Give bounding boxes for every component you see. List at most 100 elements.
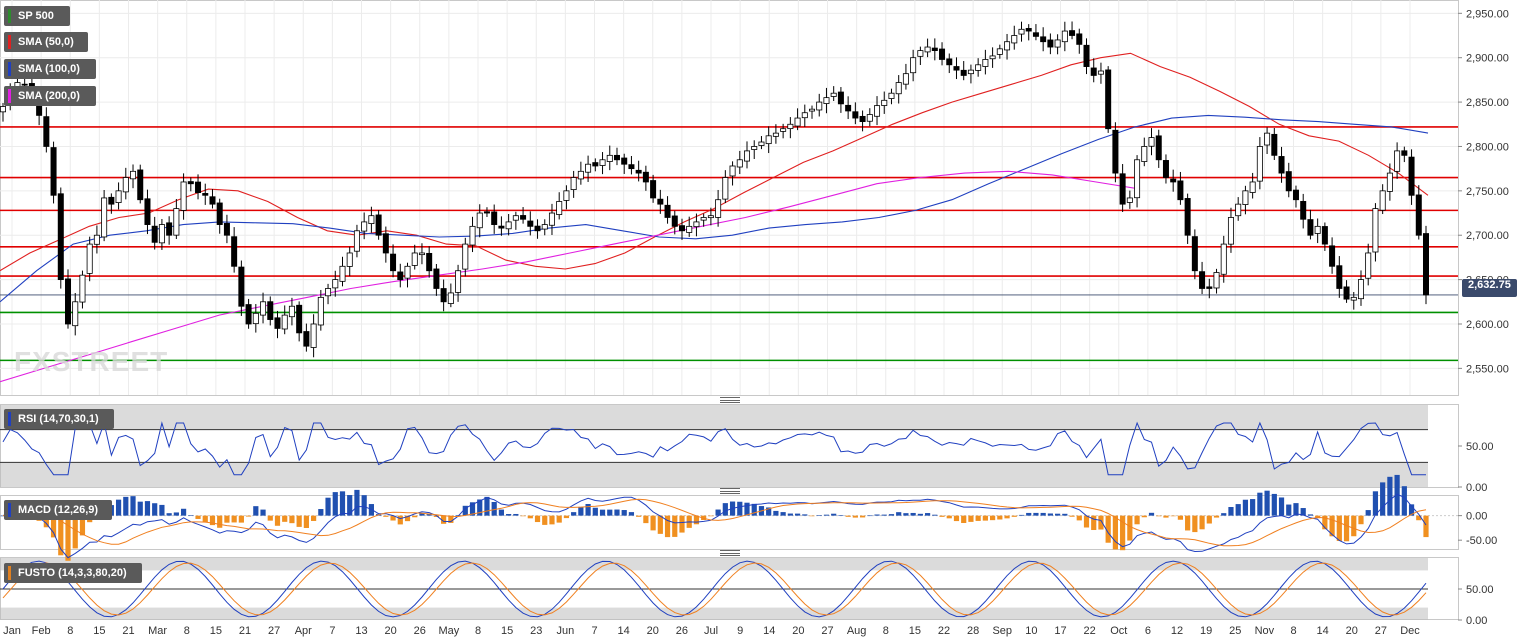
- indicator-bands: [0, 405, 1458, 620]
- macd-histogram-bar: [426, 513, 432, 516]
- candle-body: [635, 169, 642, 174]
- sma-100-line: [0, 114, 1429, 303]
- macd-histogram-bar: [1228, 507, 1234, 516]
- macd-label[interactable]: MACD (12,26,9): [4, 500, 112, 520]
- rsi-label[interactable]: RSI (14,70,30,1): [4, 409, 114, 429]
- candle-body: [613, 154, 620, 161]
- candle-body: [1040, 36, 1047, 43]
- macd-histogram-bar: [679, 515, 685, 533]
- candle-body: [353, 230, 360, 252]
- candle-body: [910, 57, 917, 74]
- macd-histogram-bar: [137, 501, 143, 516]
- y-tick-label: 2,800.00: [1466, 141, 1509, 153]
- macd-histogram-bar: [650, 515, 656, 531]
- candle-body: [902, 73, 909, 85]
- candle-body: [657, 198, 664, 205]
- macd-histogram-bar: [1293, 503, 1299, 516]
- x-tick-label: Jun: [557, 625, 575, 637]
- macd-histogram-bar: [231, 515, 237, 523]
- macd-histogram-bar: [0, 515, 6, 517]
- macd-histogram-bar: [491, 501, 497, 516]
- legend-swatch: [8, 35, 11, 49]
- macd-histogram-bar: [361, 495, 367, 516]
- candle-body: [989, 55, 996, 60]
- candle-body: [1227, 217, 1234, 245]
- macd-histogram-bar: [693, 515, 700, 525]
- x-tick-label: 10: [1025, 625, 1037, 637]
- macd-histogram-bar: [397, 515, 403, 525]
- candle-body: [758, 141, 765, 146]
- candle-body: [151, 225, 158, 243]
- candle-body: [1300, 201, 1307, 220]
- candle-body: [1069, 30, 1076, 36]
- candle-body: [1220, 243, 1227, 275]
- macd-histogram-bar: [708, 515, 714, 517]
- x-tick-label: 27: [1375, 625, 1387, 637]
- pane-resize-handle[interactable]: [720, 550, 740, 556]
- candle-body: [794, 117, 801, 127]
- macd-histogram-bar: [65, 515, 71, 561]
- macd-histogram-bar: [1416, 515, 1422, 521]
- macd-histogram-bar: [238, 515, 244, 523]
- candle-body: [975, 64, 982, 71]
- candle-body: [476, 212, 483, 229]
- macd-histogram-bar: [253, 506, 259, 516]
- macd-histogram-bar: [1380, 482, 1386, 516]
- macd-histogram-bar: [549, 515, 555, 525]
- macd-histogram-bar: [289, 515, 295, 524]
- x-tick-label: Jan: [3, 625, 21, 637]
- watermark-text: FXSTREET: [14, 346, 169, 377]
- x-tick-label: 22: [938, 625, 950, 637]
- fusto-oversold-band: [0, 607, 1428, 620]
- candle-body: [967, 69, 974, 75]
- macd-histogram-bar: [1300, 508, 1306, 516]
- x-tick-label: 26: [414, 625, 426, 637]
- main-pane-frame: [0, 0, 1459, 396]
- legend-swatch: [8, 412, 11, 426]
- pane-resize-handle[interactable]: [720, 488, 740, 494]
- candle-body: [852, 111, 859, 119]
- macd-histogram-bar: [506, 514, 512, 516]
- candle-body: [866, 114, 873, 122]
- macd-histogram-bar: [867, 515, 873, 517]
- candle-body: [462, 243, 469, 270]
- legend-item-sp500[interactable]: SP 500: [4, 6, 70, 26]
- macd-histogram-bar: [751, 503, 757, 516]
- candle-body: [534, 225, 541, 232]
- y-tick-label: 2,550.00: [1466, 363, 1509, 375]
- macd-histogram-bar: [542, 515, 548, 525]
- candle-body: [671, 215, 678, 227]
- macd-histogram-bar: [1156, 515, 1162, 517]
- candle-body: [1097, 70, 1104, 75]
- x-tick-label: 9: [737, 625, 743, 637]
- candle-body: [1112, 129, 1119, 174]
- candle-body: [628, 164, 635, 170]
- fusto-label[interactable]: FUSTO (14,3,3,80,20): [4, 563, 142, 583]
- legend-item-sma-100[interactable]: SMA (100,0): [4, 59, 96, 79]
- pane-resize-handle[interactable]: [720, 397, 740, 403]
- candle-body: [1394, 150, 1401, 172]
- candle-body: [317, 296, 324, 326]
- macd-histogram-bar: [1047, 513, 1053, 516]
- candle-body: [592, 162, 599, 167]
- macd-histogram-bar: [202, 515, 208, 523]
- y-tick-label: 0.00: [1466, 511, 1487, 523]
- macd-histogram-bar: [498, 509, 505, 516]
- candle-body: [411, 252, 418, 266]
- candle-body: [1278, 156, 1285, 174]
- macd-histogram-bar: [592, 507, 598, 516]
- candle-body: [1249, 181, 1256, 193]
- macd-histogram-bar: [79, 515, 86, 536]
- macd-histogram-bar: [636, 515, 642, 517]
- macd-histogram-bar: [780, 512, 786, 516]
- macd-histogram-bar: [1083, 515, 1090, 528]
- macd-histogram-bar: [1358, 515, 1364, 525]
- legend-item-sma-200[interactable]: SMA (200,0): [4, 86, 96, 106]
- macd-histogram-bar: [816, 515, 822, 516]
- sma-200-line: [0, 170, 1141, 383]
- candle-body: [1054, 39, 1061, 48]
- sma-50-line: [0, 52, 1429, 272]
- legend-item-sma-50[interactable]: SMA (50,0): [4, 32, 88, 52]
- candle-body: [1148, 137, 1155, 147]
